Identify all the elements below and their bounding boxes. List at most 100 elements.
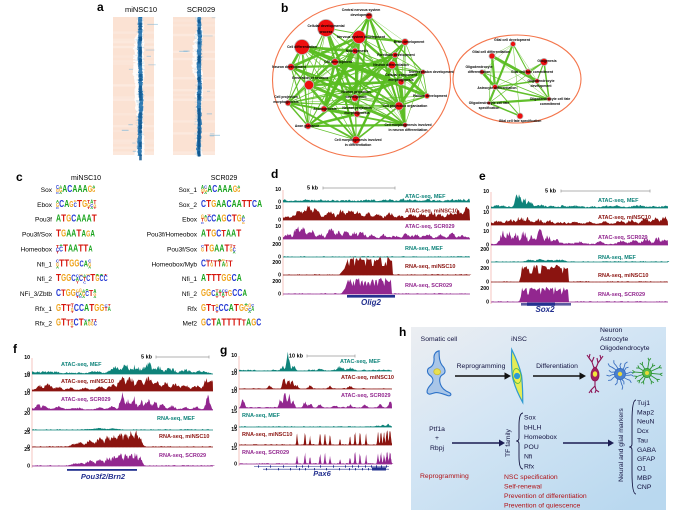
svg-text:Sox2: Sox2 xyxy=(535,305,555,314)
svg-text:200: 200 xyxy=(272,242,281,248)
svg-text:T: T xyxy=(225,243,230,254)
svg-text:development: development xyxy=(351,13,373,17)
svg-text:T: T xyxy=(71,318,74,323)
svg-text:0: 0 xyxy=(234,369,237,375)
svg-text:C: C xyxy=(79,303,84,314)
svg-text:T: T xyxy=(236,229,241,240)
svg-text:G: G xyxy=(222,214,227,225)
svg-text:A: A xyxy=(76,214,81,225)
svg-text:ATAC-seq, MEF: ATAC-seq, MEF xyxy=(61,362,102,368)
svg-text:C: C xyxy=(201,258,206,269)
svg-text:b: b xyxy=(281,1,288,15)
svg-text:A: A xyxy=(100,273,107,276)
svg-text:C: C xyxy=(71,214,76,225)
svg-text:T: T xyxy=(87,206,91,210)
svg-text:10: 10 xyxy=(231,371,237,377)
svg-text:200: 200 xyxy=(272,260,281,266)
svg-text:Ebox: Ebox xyxy=(182,217,198,224)
svg-text:RNA-seq, MEF: RNA-seq, MEF xyxy=(242,413,281,419)
svg-text:T: T xyxy=(218,259,222,268)
svg-text:0: 0 xyxy=(234,443,237,449)
svg-text:T: T xyxy=(201,191,205,195)
svg-text:A: A xyxy=(62,184,67,195)
svg-text:A: A xyxy=(95,273,102,276)
svg-text:Cell development: Cell development xyxy=(324,60,353,64)
svg-text:C: C xyxy=(219,303,224,314)
svg-text:Oligodendrocyte: Oligodendrocyte xyxy=(528,79,555,83)
svg-text:G: G xyxy=(222,259,226,262)
svg-text:T: T xyxy=(89,288,94,298)
svg-text:G: G xyxy=(79,289,82,295)
svg-text:RNA-seq, SCR029: RNA-seq, SCR029 xyxy=(598,292,645,298)
svg-text:g: g xyxy=(220,343,227,357)
svg-text:A: A xyxy=(90,229,95,239)
svg-text:A: A xyxy=(85,289,90,292)
svg-text:Tuj1: Tuj1 xyxy=(637,400,650,407)
svg-text:T: T xyxy=(108,303,111,307)
svg-text:T: T xyxy=(59,258,64,269)
svg-text:G: G xyxy=(88,262,91,268)
svg-text:A: A xyxy=(88,318,91,323)
svg-text:C: C xyxy=(67,184,72,195)
svg-text:RNA-seq, MEF: RNA-seq, MEF xyxy=(157,416,196,422)
svg-text:10 kb: 10 kb xyxy=(289,354,304,360)
svg-text:T: T xyxy=(221,318,226,329)
svg-text:Nfi_2: Nfi_2 xyxy=(182,291,198,298)
svg-text:+: + xyxy=(435,435,439,442)
svg-text:G: G xyxy=(61,229,66,240)
svg-text:A: A xyxy=(207,184,212,195)
svg-text:Mef2: Mef2 xyxy=(183,321,198,328)
svg-text:G: G xyxy=(74,258,79,269)
svg-text:T: T xyxy=(232,318,237,329)
svg-text:Nfi_1: Nfi_1 xyxy=(37,261,53,268)
svg-text:A: A xyxy=(72,184,77,195)
svg-text:A: A xyxy=(223,184,228,195)
svg-text:T: T xyxy=(71,304,74,310)
svg-text:T: T xyxy=(211,273,216,284)
svg-text:0: 0 xyxy=(27,428,30,434)
svg-text:T: T xyxy=(91,318,95,323)
svg-text:A: A xyxy=(64,199,69,210)
svg-text:0: 0 xyxy=(27,408,30,414)
svg-text:C: C xyxy=(248,307,252,312)
svg-text:Cell morphogenesis involved: Cell morphogenesis involved xyxy=(384,123,431,127)
svg-text:C: C xyxy=(216,229,221,240)
svg-text:SCR029: SCR029 xyxy=(211,175,238,182)
svg-text:A: A xyxy=(87,214,92,225)
svg-text:A: A xyxy=(82,295,85,299)
svg-text:NFi_3/Zbtb: NFi_3/Zbtb xyxy=(20,291,53,298)
svg-text:C: C xyxy=(227,214,232,225)
svg-text:T: T xyxy=(242,318,247,328)
svg-text:G: G xyxy=(201,188,204,193)
svg-text:Neural and glial markers: Neural and glial markers xyxy=(618,408,625,482)
svg-text:C: C xyxy=(207,215,211,224)
svg-text:200: 200 xyxy=(272,279,281,285)
svg-text:NeuN: NeuN xyxy=(637,419,654,426)
svg-text:G: G xyxy=(71,288,76,299)
svg-text:Map2: Map2 xyxy=(637,409,654,416)
svg-text:G: G xyxy=(61,273,66,284)
svg-text:C: C xyxy=(201,199,206,210)
svg-text:A: A xyxy=(244,303,251,306)
svg-text:Pou3f2/Brn2: Pou3f2/Brn2 xyxy=(81,472,126,481)
svg-text:Rfx: Rfx xyxy=(187,306,198,313)
svg-text:A: A xyxy=(228,184,233,195)
svg-text:0: 0 xyxy=(486,206,489,212)
svg-text:C: C xyxy=(94,322,97,328)
svg-text:Cellular component: Cellular component xyxy=(385,73,418,77)
svg-text:Astrocyte differentiation: Astrocyte differentiation xyxy=(477,86,516,90)
svg-text:C: C xyxy=(56,247,59,253)
svg-text:A: A xyxy=(108,306,111,313)
svg-text:process: process xyxy=(319,30,332,34)
svg-text:T: T xyxy=(201,218,204,223)
svg-text:G: G xyxy=(242,221,245,225)
svg-text:in neuron differentiation: in neuron differentiation xyxy=(389,128,428,132)
svg-text:T: T xyxy=(83,277,86,283)
svg-text:T: T xyxy=(89,303,94,314)
svg-text:A: A xyxy=(233,251,236,255)
svg-text:Neuron: Neuron xyxy=(600,327,623,334)
svg-text:A: A xyxy=(59,191,62,195)
svg-text:Brain development: Brain development xyxy=(394,40,425,44)
svg-text:15: 15 xyxy=(231,427,237,433)
svg-text:Axon guidance: Axon guidance xyxy=(295,124,319,128)
